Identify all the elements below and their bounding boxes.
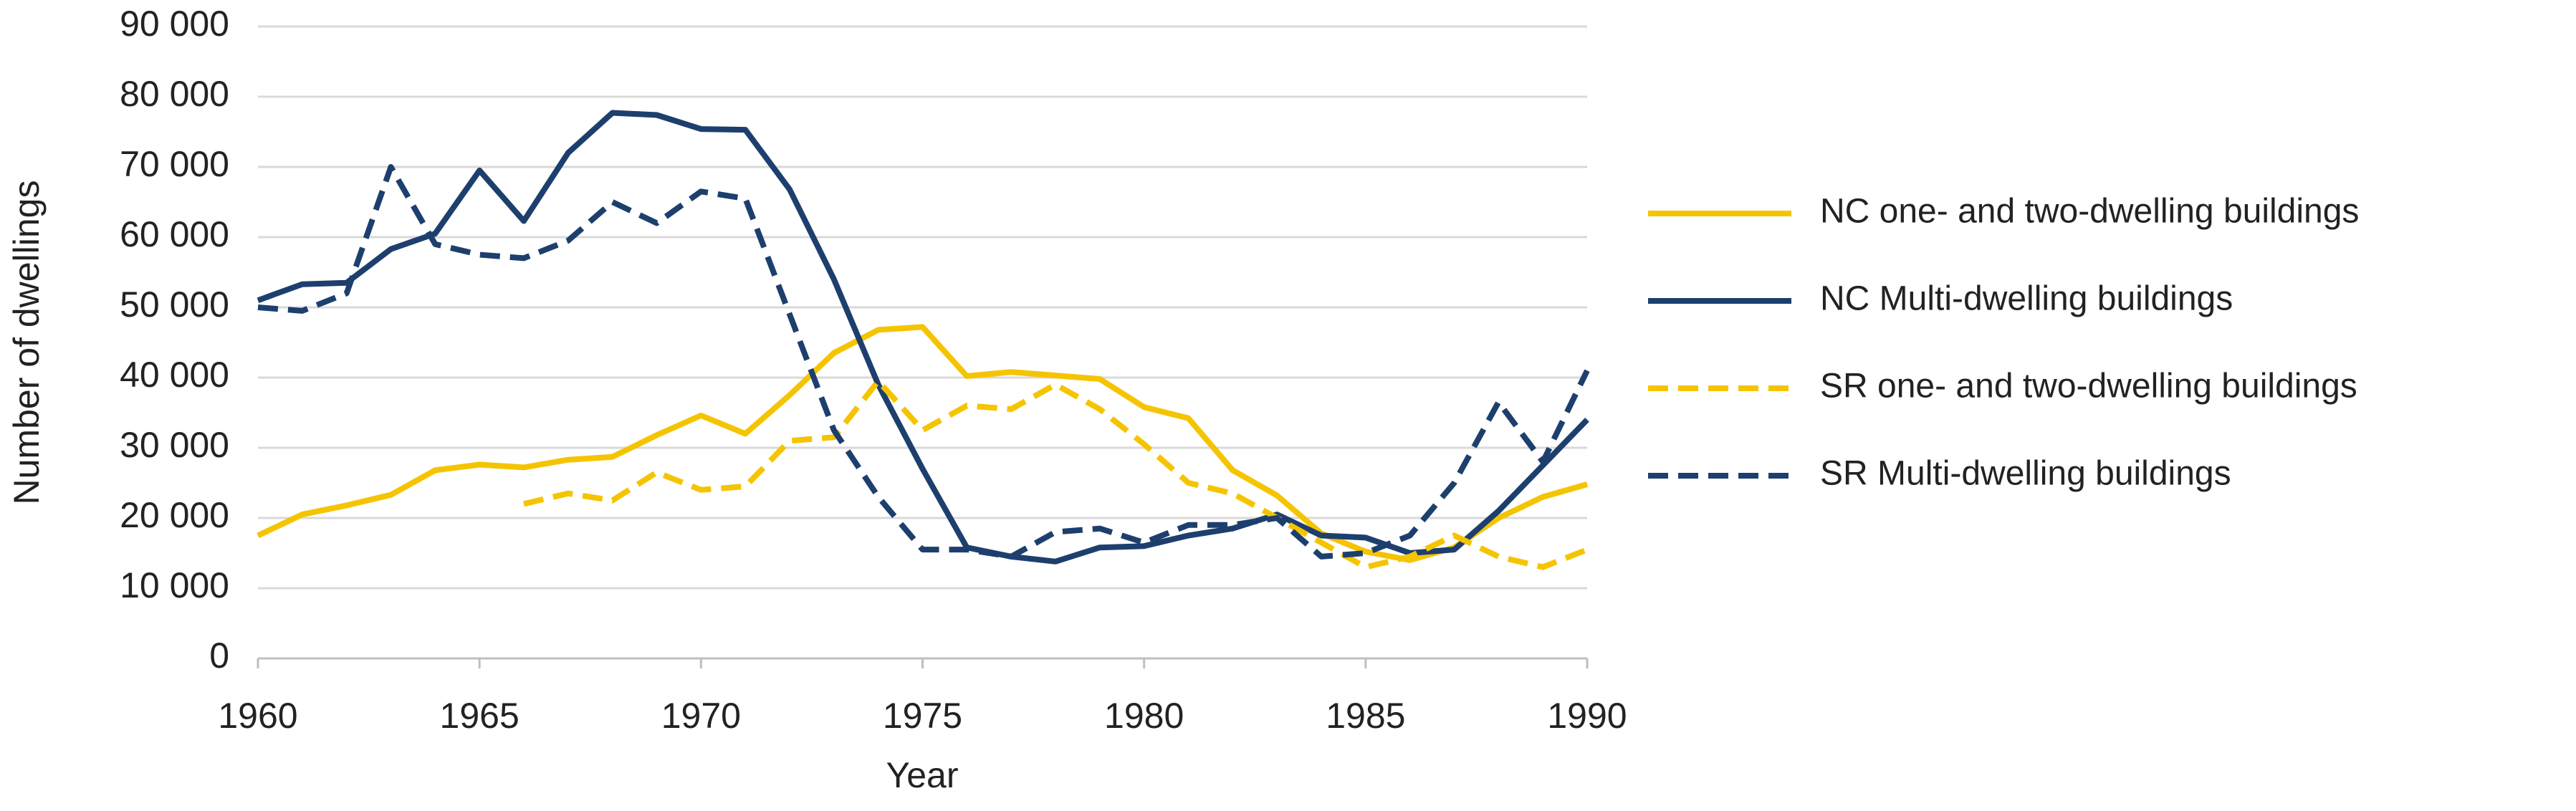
legend-label: SR one- and two-dwelling buildings [1820, 368, 2357, 406]
series-line [257, 324, 1589, 563]
x-tick-label: 1990 [1547, 696, 1627, 736]
y-tick-label: 70 000 [120, 144, 229, 184]
x-tick-label: 1970 [661, 696, 741, 736]
y-axis-title: Number of dwellings [6, 181, 47, 505]
series-line [257, 164, 1590, 560]
x-tick-label: 1985 [1326, 696, 1405, 736]
y-tick-label: 30 000 [120, 425, 229, 465]
y-tick-label: 60 000 [120, 214, 229, 254]
x-axis-title: Year [886, 755, 958, 795]
y-tick-label: 0 [209, 635, 229, 676]
y-tick-label: 90 000 [120, 4, 229, 44]
legend-label: NC Multi-dwelling buildings [1820, 280, 2233, 318]
series-line [257, 110, 1589, 565]
x-tick-label: 1975 [883, 696, 962, 736]
x-tick-label: 1980 [1104, 696, 1184, 736]
series-line [523, 378, 1589, 570]
x-tick-label: 1965 [440, 696, 519, 736]
y-tick-label: 40 000 [120, 355, 229, 395]
x-tick-label: 1960 [218, 696, 297, 736]
y-tick-label: 10 000 [120, 565, 229, 605]
y-tick-label: 20 000 [120, 495, 229, 535]
y-tick-label: 80 000 [120, 74, 229, 114]
legend-label: SR Multi-dwelling buildings [1820, 455, 2231, 493]
legend-label: NC one- and two-dwelling buildings [1820, 193, 2359, 231]
y-tick-label: 50 000 [120, 284, 229, 325]
